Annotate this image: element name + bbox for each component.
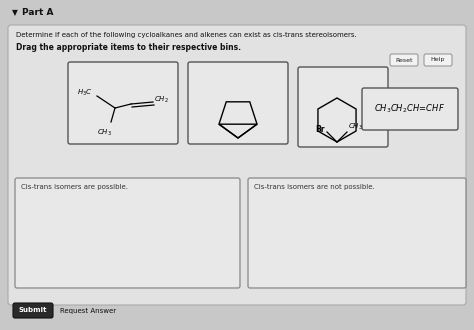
Text: $CH_2$: $CH_2$ (154, 95, 169, 105)
Text: ▼: ▼ (12, 8, 18, 17)
FancyBboxPatch shape (248, 178, 466, 288)
FancyBboxPatch shape (8, 25, 466, 305)
Text: Determine if each of the following cycloalkanes and alkenes can exist as cis-tra: Determine if each of the following cyclo… (16, 32, 357, 38)
Text: $H_3C$: $H_3C$ (77, 88, 92, 98)
Text: Submit: Submit (19, 308, 47, 313)
Text: Reset: Reset (395, 57, 413, 62)
Text: $CH_3CH_2CH\!=\!CHF$: $CH_3CH_2CH\!=\!CHF$ (374, 103, 446, 115)
FancyBboxPatch shape (15, 178, 240, 288)
FancyBboxPatch shape (68, 62, 178, 144)
FancyBboxPatch shape (362, 88, 458, 130)
FancyBboxPatch shape (298, 67, 388, 147)
Text: Help: Help (431, 57, 445, 62)
Text: Cis-trans isomers are possible.: Cis-trans isomers are possible. (21, 184, 128, 190)
FancyBboxPatch shape (390, 54, 418, 66)
Text: $CH_3$: $CH_3$ (348, 122, 363, 132)
FancyBboxPatch shape (13, 303, 53, 318)
FancyBboxPatch shape (424, 54, 452, 66)
Text: Br: Br (315, 125, 325, 135)
Text: $CH_3$: $CH_3$ (97, 128, 112, 138)
FancyBboxPatch shape (188, 62, 288, 144)
Text: Request Answer: Request Answer (60, 308, 116, 313)
Text: Part A: Part A (22, 8, 54, 17)
Text: Cis-trans isomers are not possible.: Cis-trans isomers are not possible. (254, 184, 375, 190)
Text: Drag the appropriate items to their respective bins.: Drag the appropriate items to their resp… (16, 43, 241, 52)
